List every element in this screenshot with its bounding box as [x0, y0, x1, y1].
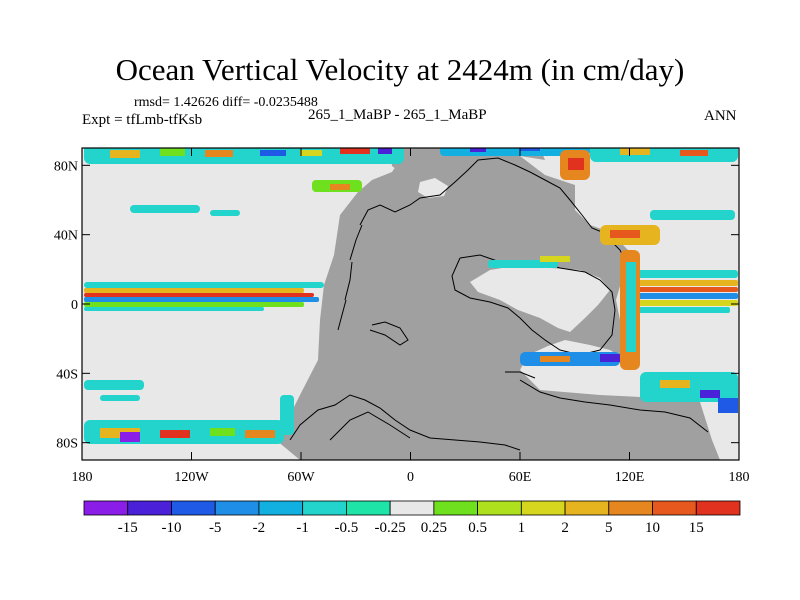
colorbar-label: 10: [645, 520, 660, 536]
colorbar-swatch: [258, 500, 304, 516]
supercontinent: [276, 148, 720, 460]
colorbar-label: -0.5: [335, 520, 359, 536]
x-tick-label: 60W: [287, 470, 315, 485]
northern-lake: [418, 178, 448, 198]
axis-tick-labels: 180 120W 60W 0 60E 120E 180 80N 40N 0 40S 80S: [54, 159, 750, 485]
colorbar-swatch: [564, 500, 610, 516]
stats-label: rmsd= 1.42626 diff= -0.0235488: [134, 95, 318, 110]
colorbar-swatch: [695, 500, 741, 516]
colorbar-label: -15: [118, 520, 138, 536]
x-tick-label: 60E: [509, 470, 532, 485]
colorbar: [83, 500, 741, 516]
colorbar-label: 0.25: [421, 520, 447, 536]
colorbar-labels: -15 -10 -5 -2 -1 -0.5 -0.25 0.25 0.5 1 2 5 10 15: [118, 520, 704, 536]
colorbar-label: -10: [161, 520, 181, 536]
x-tick-label: 0: [407, 470, 414, 485]
colorbar-swatch: [214, 500, 260, 516]
colorbar-label: 2: [561, 520, 569, 536]
colorbar-swatch: [345, 500, 391, 516]
inland-basin: [470, 265, 610, 332]
velocity-features: [84, 148, 738, 444]
y-tick-label: 80N: [54, 159, 78, 174]
x-tick-label: 180: [72, 470, 93, 485]
case-label: 265_1_MaBP - 265_1_MaBP: [308, 107, 487, 123]
colorbar-swatch: [83, 500, 129, 516]
y-tick-label: 40N: [54, 229, 78, 244]
colorbar-swatch: [433, 500, 479, 516]
colorbar-label: -1: [296, 520, 309, 536]
colorbar-label: 1: [518, 520, 526, 536]
x-tick-label: 120W: [174, 470, 209, 485]
arctic-land: [390, 148, 448, 176]
colorbar-swatch: [652, 500, 697, 516]
season-label: ANN: [704, 108, 737, 124]
y-tick-label: 80S: [56, 437, 78, 452]
colorbar-swatch: [520, 500, 566, 516]
colorbar-swatch: [302, 500, 347, 516]
colorbar-swatch: [127, 500, 172, 516]
colorbar-swatch: [171, 500, 216, 516]
axis-ticks: [81, 148, 740, 460]
colorbar-label: 5: [605, 520, 613, 536]
plot-title: Ocean Vertical Velocity at 2424m (in cm/…: [115, 52, 685, 87]
colorbar-swatch: [608, 500, 653, 516]
x-tick-label: 120E: [615, 470, 645, 485]
colorbar-label: -2: [253, 520, 266, 536]
y-tick-label: 40S: [56, 367, 78, 382]
x-tick-label: 180: [729, 470, 750, 485]
experiment-label: Expt = tfLmb-tfKsb: [82, 112, 203, 128]
colorbar-label: 0.5: [468, 520, 487, 536]
colorbar-label: -0.25: [375, 520, 406, 536]
colorbar-label: 15: [689, 520, 704, 536]
contour-lines: [289, 157, 709, 451]
colorbar-swatch: [389, 500, 435, 516]
y-tick-label: 0: [71, 298, 78, 313]
colorbar-label: -5: [209, 520, 222, 536]
colorbar-swatch: [477, 500, 522, 516]
